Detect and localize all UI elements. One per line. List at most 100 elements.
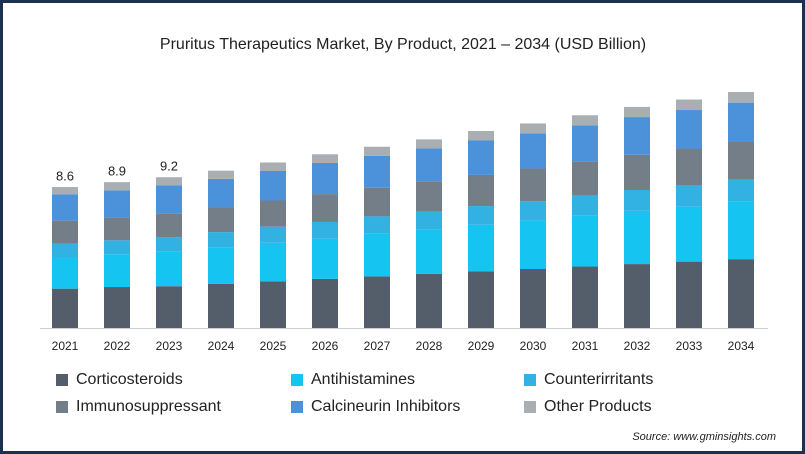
bar-segment: [416, 139, 442, 149]
legend-swatch: [291, 401, 303, 413]
bar-segment: [156, 213, 182, 238]
bar-segment: [416, 181, 442, 212]
x-tick-label: 2032: [624, 339, 651, 353]
bar-segment: [676, 99, 702, 111]
legend-label: Corticosteroids: [76, 371, 183, 388]
bar-segment: [208, 247, 234, 284]
bar-segment: [624, 154, 650, 191]
bar-segment: [312, 278, 338, 328]
bar-segment: [312, 194, 338, 222]
bar-segment: [468, 271, 494, 328]
legend-swatch: [56, 401, 68, 413]
bar-segment: [312, 238, 338, 279]
legend-swatch: [291, 374, 303, 386]
bar-segment: [676, 261, 702, 328]
bar-segment: [208, 283, 234, 328]
x-tick-label: 2033: [676, 339, 703, 353]
bar-segment: [104, 217, 130, 241]
bar-segment: [572, 161, 598, 196]
legend-label: Antihistamines: [311, 371, 415, 388]
x-tick-label: 2021: [52, 339, 79, 353]
bar-segment: [104, 182, 130, 191]
bar-segment: [520, 133, 546, 169]
bar-segment: [312, 221, 338, 239]
legend-swatch: [524, 374, 536, 386]
legend-swatch: [56, 374, 68, 386]
bar-segment: [208, 207, 234, 233]
x-tick-label: 2027: [364, 339, 391, 353]
bar-segment: [520, 123, 546, 134]
bar-segment: [728, 179, 754, 202]
bar-segment: [208, 232, 234, 248]
legend-label: Calcineurin Inhibitors: [311, 398, 460, 415]
bar-segment: [52, 220, 78, 244]
bar-segment: [312, 162, 338, 195]
bar-segment: [520, 168, 546, 202]
bar-segment: [52, 187, 78, 195]
bar-segment: [52, 243, 78, 258]
total-label: 8.9: [108, 164, 126, 179]
bar-segment: [676, 110, 702, 149]
bar-segment: [104, 190, 130, 218]
bar-segment: [572, 125, 598, 162]
bar-segment: [572, 266, 598, 328]
bar-segment: [676, 206, 702, 262]
bar-segment: [364, 146, 390, 156]
bar-segment: [260, 226, 286, 243]
bar-segment: [104, 240, 130, 255]
bar-segment: [260, 242, 286, 282]
bar-segment: [728, 92, 754, 103]
bar-segment: [52, 194, 78, 221]
x-tick-label: 2028: [416, 339, 443, 353]
bar-segment: [728, 201, 754, 260]
legend-swatch: [524, 401, 536, 413]
x-tick-label: 2026: [312, 339, 339, 353]
bar-segment: [260, 170, 286, 201]
bar-segment: [676, 148, 702, 186]
x-tick-label: 2029: [468, 339, 495, 353]
bar-segment: [728, 259, 754, 328]
bar-segment: [208, 170, 234, 179]
bar-segment: [312, 154, 338, 163]
bar-segment: [468, 174, 494, 207]
legend-label: Immunosuppressant: [76, 398, 222, 415]
bar-segment: [156, 237, 182, 252]
bar-segment: [468, 206, 494, 225]
bar-segment: [572, 195, 598, 216]
x-tick-label: 2031: [572, 339, 599, 353]
bar-segment: [104, 287, 130, 328]
legend-label: Counterirritants: [544, 371, 653, 388]
bar-segment: [52, 288, 78, 328]
bar-segment: [572, 115, 598, 126]
bar-segment: [156, 286, 182, 328]
bar-segment: [416, 273, 442, 328]
legend-label: Other Products: [544, 398, 652, 415]
bar-segment: [364, 155, 390, 188]
bar-segment: [364, 276, 390, 328]
bar-segment: [468, 224, 494, 272]
bar-segment: [468, 131, 494, 141]
bar-segment: [624, 190, 650, 211]
bar-segment: [208, 178, 234, 208]
bar-segment: [520, 201, 546, 221]
bar-segment: [104, 254, 130, 288]
bar-segment: [156, 185, 182, 214]
bar-segment: [624, 117, 650, 155]
bar-segment: [260, 281, 286, 328]
bar-segment: [520, 220, 546, 269]
x-tick-label: 2034: [728, 339, 755, 353]
bar-segment: [572, 215, 598, 267]
bar-segment: [624, 264, 650, 328]
total-label: 8.6: [56, 168, 74, 183]
bar-segment: [156, 177, 182, 186]
bar-segment: [364, 187, 390, 217]
bar-segment: [416, 148, 442, 182]
chart-title: Pruritus Therapeutics Market, By Product…: [160, 36, 646, 53]
bar-segment: [260, 162, 286, 171]
bar-segment: [156, 251, 182, 287]
source: Source: www.gminsights.com: [632, 431, 776, 443]
x-tick-label: 2023: [156, 339, 183, 353]
bar-segment: [624, 210, 650, 265]
